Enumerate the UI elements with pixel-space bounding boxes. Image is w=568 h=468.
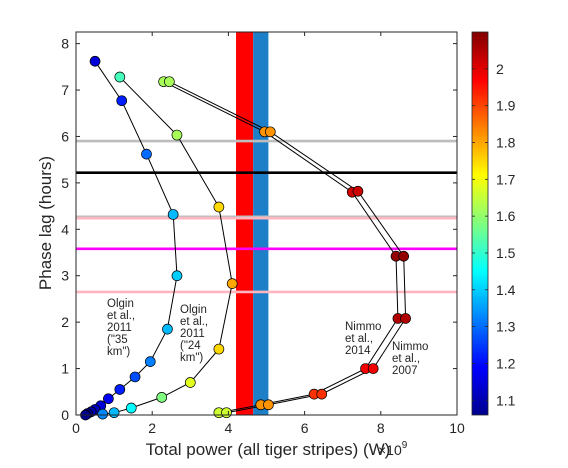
annotation-line: et al., — [107, 310, 135, 322]
y-tick-label: 5 — [61, 175, 69, 191]
y-tick-label: 4 — [61, 221, 69, 237]
annotation-line: 2011 — [107, 322, 132, 334]
x-axis-label: Total power (all tiger stripes) (W) — [146, 440, 391, 459]
annotation-line: ("24 — [180, 340, 201, 352]
annotation-line: Olgin — [107, 298, 134, 310]
annotation-line: et al., — [392, 353, 420, 365]
y-axis-label: Phase lag (hours) — [36, 156, 55, 290]
colorbar-tick-label: 2 — [496, 61, 504, 77]
annotation-line: 2011 — [180, 328, 205, 340]
annotation-olgin24: Olgin et al., 2011 ("24 km") — [180, 304, 208, 364]
data-point-0-4 — [171, 270, 183, 282]
data-point-3-6 — [316, 388, 328, 400]
horizontal-lines — [76, 139, 457, 294]
annotation-line: Olgin — [180, 304, 207, 316]
data-point-0-0 — [89, 55, 101, 67]
colorbar-tick-label: 1.8 — [496, 134, 516, 150]
data-point-0-6 — [144, 356, 156, 367]
data-point-1-5 — [184, 377, 196, 388]
annotation-line: Nimmo — [345, 321, 381, 333]
colorbar-ticks: 1.1 1.2 1.3 1.4 1.5 1.6 1.7 1.8 1.9 2 — [472, 61, 516, 408]
plot-frame — [75, 31, 458, 416]
x-tick-label: 6 — [301, 420, 309, 436]
annotation-line: km") — [180, 352, 203, 364]
data-point-3-5 — [367, 363, 379, 374]
data-point-0-9 — [103, 393, 114, 405]
annotation-line: Nimmo — [392, 341, 428, 353]
data-point-3-2 — [352, 185, 364, 197]
data-point-3-4 — [400, 313, 411, 324]
colorbar-tick-label: 1.1 — [496, 392, 516, 408]
data-point-1-4 — [213, 343, 225, 355]
y-tick-label: 7 — [61, 82, 69, 98]
data-point-0-1 — [116, 95, 128, 107]
vertical-band-0 — [236, 32, 254, 415]
annotation-line: 2007 — [392, 365, 418, 377]
colorbar — [471, 31, 489, 416]
colorbar-tick-label: 1.5 — [496, 245, 516, 261]
data-point-1-0 — [114, 71, 126, 83]
data-point-1-8 — [108, 407, 120, 419]
data-point-1-6 — [156, 392, 168, 403]
x-tick-label: 2 — [148, 420, 156, 436]
x-axis: 0 2 4 6 8 10 — [72, 32, 465, 436]
x-axis-exponent: ×109 — [378, 440, 408, 458]
y-tick-label: 8 — [61, 36, 69, 52]
annotation-line: 2014 — [345, 345, 371, 357]
data-point-0-2 — [141, 148, 152, 160]
y-tick-label: 3 — [61, 268, 69, 284]
y-tick-label: 0 — [61, 407, 69, 423]
annotation-olgin35: Olgin et al., 2011 ("35 km") — [107, 298, 135, 358]
x-tick-label: 0 — [72, 420, 80, 436]
data-point-3-8 — [221, 407, 232, 419]
data-point-1-1 — [171, 129, 183, 141]
y-tick-label: 6 — [61, 128, 69, 144]
series-line-1 — [102, 76, 233, 415]
colorbar-tick-label: 1.7 — [496, 171, 516, 187]
data-point-3-3 — [398, 250, 410, 262]
data-point-0-7 — [129, 371, 141, 383]
annotation-line: et al., — [345, 333, 373, 345]
vertical-bands — [236, 32, 269, 415]
colorbar-tick-label: 1.6 — [496, 208, 516, 224]
annotation-line: km") — [107, 346, 130, 358]
data-point-1-3 — [226, 278, 238, 289]
data-point-0-3 — [167, 209, 179, 220]
data-point-3-7 — [263, 399, 274, 411]
data-series — [80, 55, 411, 421]
data-point-3-0 — [163, 76, 175, 88]
data-point-3-1 — [264, 126, 276, 138]
colorbar-tick-label: 1.2 — [496, 355, 516, 371]
data-point-1-7 — [125, 402, 137, 414]
annotation-line: et al., — [180, 316, 208, 328]
y-tick-label: 2 — [61, 314, 69, 330]
y-axis: 0 1 2 3 4 5 6 7 8 — [61, 36, 457, 423]
x-tick-label: 10 — [449, 420, 465, 436]
data-point-1-2 — [213, 201, 225, 213]
annotation-nimmo2007: Nimmo et al., 2007 — [392, 341, 428, 377]
annotation-nimmo2014: Nimmo et al., 2014 — [345, 321, 381, 357]
x-tick-label: 4 — [225, 420, 233, 436]
data-point-1-9 — [97, 408, 109, 420]
data-point-0-5 — [162, 323, 173, 335]
colorbar-tick-label: 1.4 — [496, 282, 516, 298]
x-axis-exponent-power: 9 — [402, 440, 408, 451]
x-tick-label: 8 — [377, 420, 385, 436]
annotation-line: ("35 — [107, 334, 128, 346]
annotations: Olgin et al., 2011 ("35 km")Olgin et al., 2011… — [107, 298, 428, 377]
data-point-0-8 — [114, 384, 126, 395]
y-tick-label: 1 — [61, 361, 69, 377]
colorbar-tick-label: 1.9 — [496, 98, 516, 114]
vertical-band-1 — [253, 32, 269, 415]
colorbar-tick-label: 1.3 — [496, 319, 516, 335]
